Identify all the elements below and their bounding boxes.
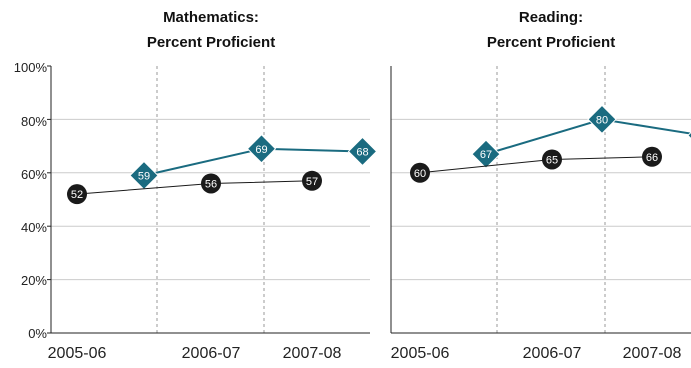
data-label: 52 [71, 189, 83, 201]
series-line [419, 156, 653, 174]
data-point-circle [542, 149, 562, 170]
data-label: 57 [306, 176, 318, 188]
panel-subtitle: Percent Proficient [487, 34, 615, 51]
data-point-diamond [687, 131, 691, 140]
y-tick-label: 80% [21, 114, 47, 129]
series-circle: 52 56 57 [67, 170, 322, 205]
series-diamond: 678074 [471, 104, 691, 169]
data-label: 69 [255, 144, 267, 156]
data-point-circle [642, 146, 662, 167]
x-tick-label: 2005-06 [391, 345, 450, 362]
data-point-diamond [347, 136, 378, 167]
data-point-diamond [129, 160, 159, 191]
grid [390, 66, 691, 334]
data-label: 65 [546, 154, 558, 166]
data-point-circle [201, 173, 221, 194]
y-tick-label: 20% [21, 273, 47, 288]
data-point-circle [302, 170, 322, 191]
data-label: 68 [356, 146, 368, 158]
x-tick-label: 2007-08 [623, 345, 682, 362]
y-tick-label: 60% [21, 167, 47, 182]
series-circle: 60 65 66 [410, 146, 662, 183]
data-label: 66 [646, 152, 658, 164]
panel-reading: Reading: Percent Proficient 2005-06 2006-… [390, 9, 691, 362]
data-point-diamond [246, 134, 277, 164]
panel-title: Mathematics: [163, 9, 259, 26]
data-label: 67 [480, 149, 492, 161]
y-tick-label: 40% [21, 220, 47, 235]
data-point-diamond [471, 139, 501, 169]
data-label: 56 [205, 178, 217, 190]
series-line [76, 180, 313, 195]
data-point-diamond [587, 104, 617, 135]
data-label: 59 [138, 170, 150, 182]
x-tick-label: 2007-08 [283, 345, 342, 362]
x-tick-label: 2006-07 [523, 345, 582, 362]
x-tick-label: 2005-06 [48, 345, 107, 362]
series-line [485, 118, 691, 156]
series-diamond: 59 69 68 [129, 134, 378, 191]
panel-title: Reading: [519, 9, 583, 26]
x-tick-label: 2006-07 [182, 345, 241, 362]
data-point-circle [67, 184, 87, 205]
data-point-circle [410, 162, 430, 183]
panel-subtitle: Percent Proficient [147, 34, 275, 51]
data-label: 80 [596, 114, 608, 126]
y-tick-label: 100% [14, 60, 48, 75]
data-label: 60 [414, 168, 426, 180]
y-tick-label: 0% [28, 326, 47, 341]
panel-mathematics: Mathematics: Percent Proficient 0% 20% 4… [14, 9, 378, 362]
grid [47, 65, 370, 334]
